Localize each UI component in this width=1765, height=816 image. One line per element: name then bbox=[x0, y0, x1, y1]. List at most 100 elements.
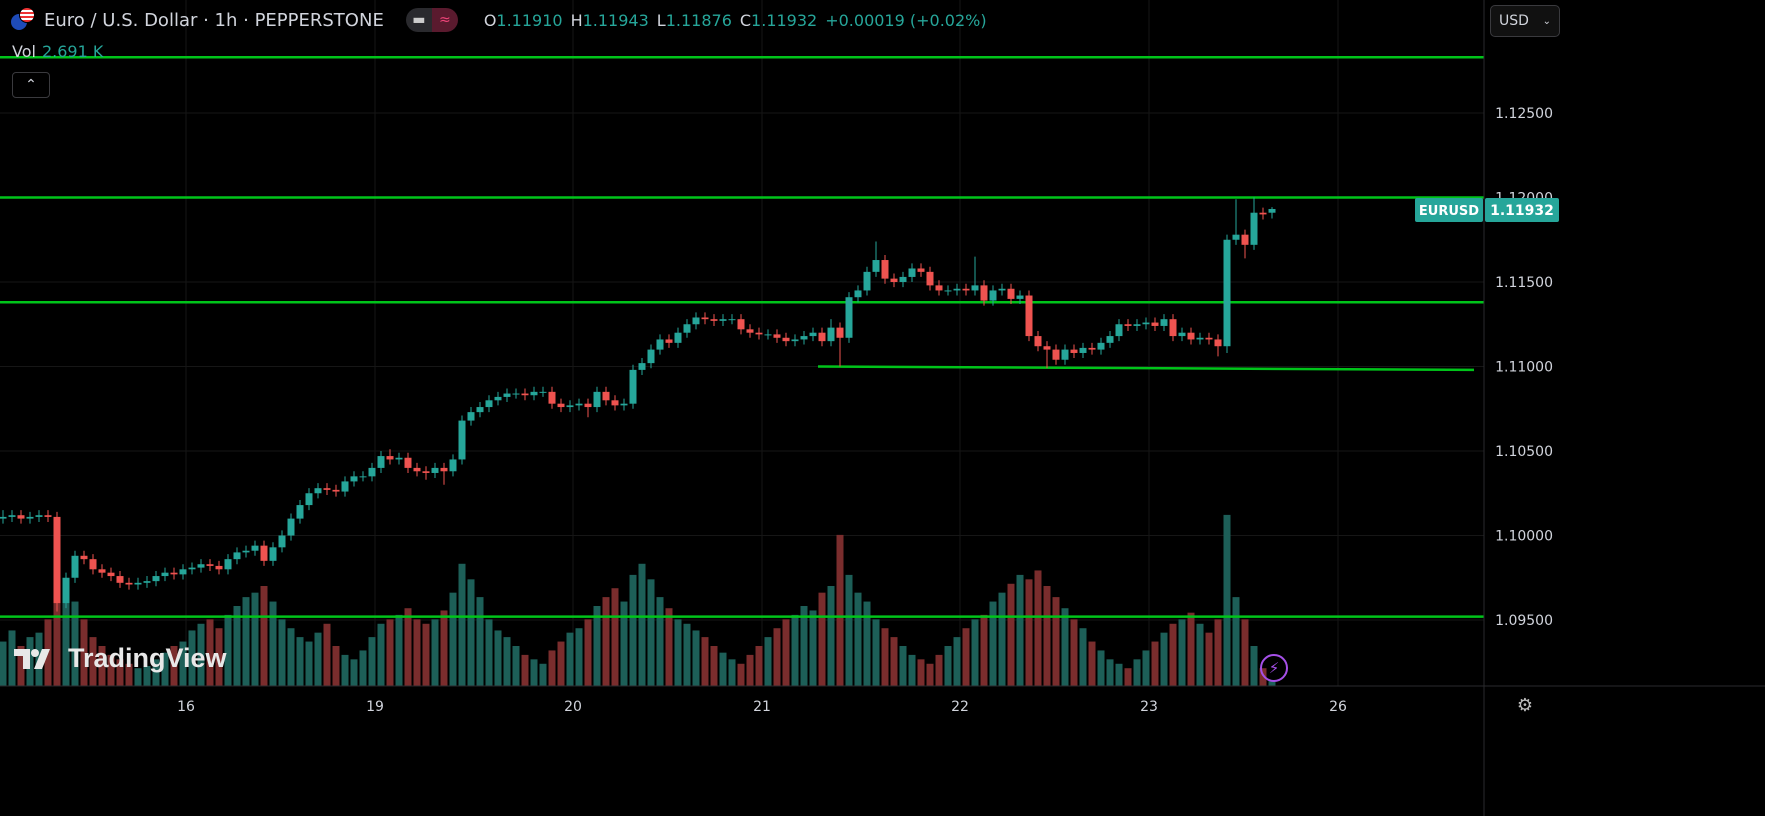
candle bbox=[1241, 229, 1249, 259]
candle-body bbox=[296, 505, 304, 519]
volume-bar bbox=[494, 630, 502, 686]
volume-bar bbox=[125, 663, 133, 686]
time-tick-label: 21 bbox=[753, 699, 771, 715]
volume-bar bbox=[1115, 663, 1123, 686]
candle bbox=[188, 562, 196, 575]
candle-body bbox=[386, 456, 394, 460]
volume-bar bbox=[791, 614, 799, 686]
candle-body bbox=[935, 285, 943, 291]
candle bbox=[1133, 319, 1141, 332]
candle-body bbox=[71, 555, 79, 578]
candle-body bbox=[125, 582, 133, 585]
candle-body bbox=[80, 555, 88, 560]
volume-bar bbox=[134, 668, 142, 686]
candle-body bbox=[314, 488, 322, 494]
candle bbox=[224, 554, 232, 575]
high-value: 1.11943 bbox=[582, 10, 649, 30]
volume-bar bbox=[242, 597, 250, 686]
collapse-legend-button[interactable]: ⌃ bbox=[12, 72, 50, 98]
candle bbox=[368, 462, 376, 482]
candle bbox=[341, 476, 349, 497]
volume-bar bbox=[1178, 619, 1186, 686]
volume-bar bbox=[449, 592, 457, 686]
candle-body bbox=[476, 407, 484, 413]
candle bbox=[377, 451, 385, 473]
symbol-tag-text: EURUSD bbox=[1419, 204, 1479, 219]
minus-icon[interactable]: ▬ bbox=[405, 8, 432, 32]
volume-bar bbox=[467, 579, 475, 686]
volume-bar bbox=[53, 552, 61, 686]
settings-icon[interactable]: ⚙ bbox=[1516, 694, 1534, 716]
volume-bar bbox=[764, 637, 772, 686]
candle bbox=[134, 577, 142, 590]
candle bbox=[935, 280, 943, 296]
candle-body bbox=[89, 559, 97, 570]
volume-bar bbox=[890, 637, 898, 686]
candle-body bbox=[485, 400, 493, 408]
candle bbox=[647, 344, 655, 369]
candle-body bbox=[395, 457, 403, 460]
volume-bar bbox=[224, 614, 232, 686]
candle-body bbox=[1034, 336, 1042, 347]
candle bbox=[899, 271, 907, 288]
candle-body bbox=[1061, 349, 1069, 360]
volume-bar bbox=[278, 619, 286, 686]
candle-body bbox=[1097, 342, 1105, 350]
candle bbox=[359, 471, 367, 482]
volume-bar bbox=[638, 563, 646, 686]
volume-bar bbox=[260, 586, 268, 686]
volume-bar bbox=[719, 652, 727, 686]
price-tick-label: 1.10000 bbox=[1495, 529, 1553, 545]
candle bbox=[575, 398, 583, 411]
candle-body bbox=[1124, 324, 1132, 326]
candle bbox=[1088, 342, 1096, 355]
candle-body bbox=[1151, 322, 1159, 326]
volume-bar bbox=[368, 637, 376, 686]
candle-body bbox=[1268, 208, 1276, 213]
volume-bar bbox=[80, 619, 88, 686]
candle-body bbox=[107, 572, 115, 577]
wave-icon[interactable]: ≈ bbox=[431, 8, 458, 32]
chevron-down-icon: ⌄ bbox=[1542, 15, 1551, 27]
volume-bar bbox=[1016, 574, 1024, 686]
symbol-title[interactable]: Euro / U.S. Dollar · 1h · PEPPERSTONE bbox=[44, 9, 384, 31]
candle-body bbox=[215, 565, 223, 570]
candle bbox=[602, 386, 610, 406]
candle bbox=[350, 471, 358, 487]
candle-body bbox=[1115, 324, 1123, 337]
candle bbox=[836, 322, 844, 367]
candle bbox=[80, 550, 88, 565]
volume-bar bbox=[746, 654, 754, 686]
grid bbox=[0, 0, 1484, 686]
candle bbox=[683, 319, 691, 338]
candle bbox=[746, 324, 754, 338]
volume-bar bbox=[737, 663, 745, 686]
candle bbox=[917, 263, 925, 277]
candle bbox=[314, 483, 322, 499]
candle-body bbox=[1016, 295, 1024, 299]
lightning-icon[interactable]: ⚡ bbox=[1260, 654, 1288, 682]
volume-bar bbox=[845, 574, 853, 686]
candle-body bbox=[674, 332, 682, 343]
candle bbox=[269, 542, 277, 566]
candle-body bbox=[1079, 347, 1087, 353]
candle bbox=[800, 331, 808, 345]
candle bbox=[665, 334, 673, 348]
candle bbox=[233, 547, 241, 565]
candle bbox=[953, 283, 961, 296]
currency-button[interactable]: USD ⌄ bbox=[1490, 5, 1560, 37]
candle bbox=[566, 400, 574, 413]
high-label: H bbox=[570, 10, 583, 30]
candle-body bbox=[206, 564, 214, 566]
volume-bar bbox=[899, 646, 907, 686]
tradingview-logo[interactable]: TradingView bbox=[14, 643, 227, 674]
volume-bar bbox=[1088, 641, 1096, 686]
candle-body bbox=[728, 319, 736, 321]
legend-toggles[interactable]: ▬ ≈ bbox=[405, 8, 458, 32]
candle bbox=[287, 513, 295, 541]
volume-bar bbox=[98, 646, 106, 686]
time-tick-label: 23 bbox=[1140, 699, 1158, 715]
candle-body bbox=[692, 317, 700, 325]
candle bbox=[1043, 341, 1051, 369]
